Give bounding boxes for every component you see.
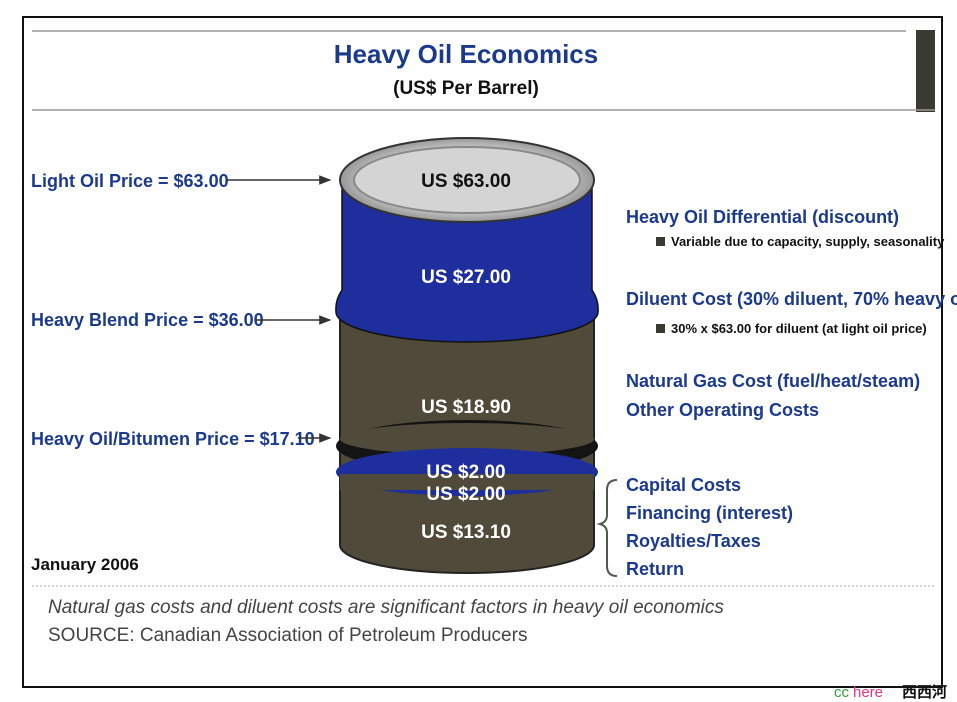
bracket-item: Return [626,559,684,579]
price-label: Light Oil Price = $63.00 [31,171,229,191]
component-label: Diluent Cost (30% diluent, 70% heavy oil… [626,289,957,309]
corner-bar [916,30,935,112]
component-note: 30% x $63.00 for diluent (at light oil p… [671,321,927,336]
component-label: Heavy Oil Differential (discount) [626,207,899,227]
bracket-item: Financing (interest) [626,503,793,523]
barrel-label: US $27.00 [421,267,511,288]
watermark: cc [834,684,850,701]
bullet [656,324,665,333]
barrel [335,137,599,574]
source: SOURCE: Canadian Association of Petroleu… [48,625,527,646]
watermark: here [853,684,883,701]
bracket [596,479,618,577]
bullet [656,237,665,246]
date: January 2006 [31,555,139,574]
component-label: Natural Gas Cost (fuel/heat/steam) [626,371,920,391]
barrel-label: US $2.00 [426,484,505,505]
barrel-label: US $13.10 [421,522,511,543]
bracket-item: Royalties/Taxes [626,531,761,551]
component-label: Other Operating Costs [626,400,819,420]
component-note: Variable due to capacity, supply, season… [671,234,945,249]
title: Heavy Oil Economics [334,39,598,69]
barrel-label: US $18.90 [421,397,511,418]
barrel-label: US $2.00 [426,462,505,483]
price-label: Heavy Blend Price = $36.00 [31,310,264,330]
caption: Natural gas costs and diluent costs are … [48,597,724,618]
watermark: 西西河 [902,683,947,701]
barrel-label: US $63.00 [421,171,511,192]
bracket-item: Capital Costs [626,475,741,495]
subtitle: (US$ Per Barrel) [393,78,539,99]
price-label: Heavy Oil/Bitumen Price = $17.10 [31,429,315,449]
